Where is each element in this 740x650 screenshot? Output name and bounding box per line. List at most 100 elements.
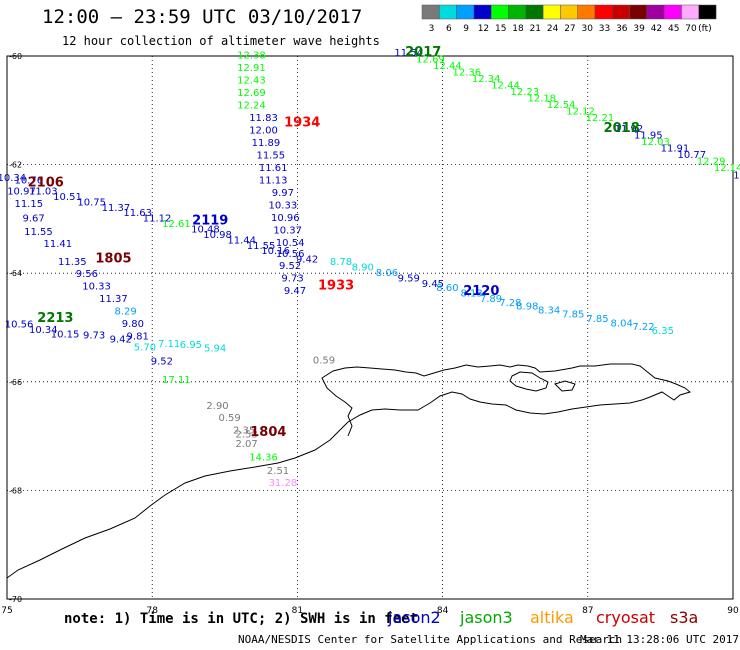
wave-height-value: 8.29 <box>114 306 136 317</box>
legend-swatch <box>439 4 457 20</box>
wave-height-value: 12.44 <box>491 81 520 92</box>
wave-height-value: 12.21 <box>586 113 615 124</box>
wave-height-value: 10.96 <box>271 213 300 224</box>
wave-height-value: 11.89 <box>252 138 281 149</box>
wave-height-value: 9.45 <box>422 279 444 290</box>
lon-tick-label: 75 <box>1 606 12 616</box>
legend-label: 42 <box>651 24 662 34</box>
wave-height-value: 10.15 <box>51 329 80 340</box>
legend-swatch <box>594 4 613 20</box>
lat-tick-label: -60 <box>9 52 22 61</box>
legend-swatch <box>421 4 440 20</box>
lon-tick-label: 78 <box>146 606 158 616</box>
wave-height-value: 8.06 <box>376 268 398 279</box>
track-time-label: 1804 <box>250 425 286 440</box>
legend-label: 18 <box>512 24 524 34</box>
wave-height-value: 9.42 <box>110 335 132 346</box>
wave-height-value: 12.23 <box>511 87 540 98</box>
wave-height-value: 10.34 <box>0 173 26 184</box>
footer-credit: NOAA/NESDIS Center for Satellite Applica… <box>238 633 623 646</box>
wave-height-value: 12.38 <box>237 51 266 62</box>
legend-swatch <box>490 4 509 20</box>
map-frame <box>6 55 734 600</box>
legend-swatch <box>577 4 596 20</box>
wave-height-value: 11.92 <box>615 124 644 135</box>
wave-height-value: 2.07 <box>235 439 257 450</box>
track-time-label: 2119 <box>192 213 228 228</box>
wave-height-value: 11.91 <box>661 144 690 155</box>
wave-height-value: 12.14 <box>714 163 740 174</box>
wave-height-value: 0.59 <box>219 413 241 424</box>
wave-height-value: 10.75 <box>77 197 106 208</box>
wave-height-value: 11.61 <box>259 163 288 174</box>
wave-height-value: 9.47 <box>284 286 306 297</box>
wave-height-value: 8.60 <box>436 283 458 294</box>
wave-height-value: 9.52 <box>279 261 301 272</box>
legend-swatch <box>698 4 717 20</box>
legend-label: 39 <box>633 24 645 34</box>
track-time-label: 1934 <box>284 116 320 131</box>
legend-label: 30 <box>581 24 593 34</box>
wave-height-value: 9.80 <box>122 319 144 330</box>
lat-tick-label: -70 <box>9 595 22 604</box>
wave-height-value: 7.85 <box>586 314 608 325</box>
wave-height-value: 12.03 <box>641 137 670 148</box>
satellite-name: jason2 <box>388 608 441 627</box>
legend-swatch <box>542 4 561 20</box>
wave-height-value: 10.34 <box>29 325 58 336</box>
wave-height-value: 14.36 <box>249 453 278 464</box>
wave-height-value: 11.95 <box>634 131 663 142</box>
map-title: 12:00 – 23:59 UTC 03/10/2017 <box>42 6 363 28</box>
lat-tick-label: -66 <box>9 378 22 387</box>
legend-label: 3 <box>429 24 435 34</box>
wave-height-value: 12.54 <box>547 100 576 111</box>
wave-height-value: 2.35 <box>233 425 255 436</box>
legend-label: 36 <box>616 24 628 34</box>
wave-height-value: 12.29 <box>697 157 726 168</box>
wave-height-value: 11.55 <box>24 227 53 238</box>
legend-label: 6 <box>446 24 452 34</box>
wave-height-value: 10.33 <box>269 201 298 212</box>
wave-height-value: 12.24 <box>237 101 266 112</box>
wave-height-value: 11.13 <box>259 176 288 187</box>
island-outline-east <box>554 380 576 392</box>
legend-swatch <box>681 4 700 20</box>
track-time-label: 2018 <box>604 121 640 136</box>
wave-height-value: 10.51 <box>53 192 82 203</box>
wave-height-value: 7.89 <box>480 294 502 305</box>
wave-height-value: 8.98 <box>516 302 538 313</box>
wave-height-value: 10.76 <box>14 176 43 187</box>
wave-height-value: 11.54 <box>394 48 423 59</box>
wave-height-value: 2.90 <box>206 401 228 412</box>
legend-swatch <box>473 4 492 20</box>
legend-swatch <box>612 4 630 20</box>
legend-label: 33 <box>599 24 610 34</box>
legend-swatch <box>663 4 682 20</box>
wave-height-value: 10.56 <box>5 320 34 331</box>
legend-swatch <box>646 4 665 20</box>
legend-swatch <box>629 4 648 20</box>
legend-label: 9 <box>463 24 469 34</box>
wave-height-value: 0.59 <box>313 355 335 366</box>
wave-height-value: 11.83 <box>249 113 278 124</box>
track-time-label: 1933 <box>318 278 354 293</box>
legend-label: 45 <box>668 24 679 34</box>
wave-height-value: 11.55 <box>256 151 285 162</box>
wave-height-value: 6.95 <box>180 340 202 351</box>
wave-height-value: 5.70 <box>134 342 156 353</box>
lon-tick-label: 84 <box>437 606 449 616</box>
wave-height-value: 11.37 <box>99 294 128 305</box>
track-time-label: 2106 <box>28 175 64 190</box>
legend-label: 12 <box>478 24 489 34</box>
track-time-label: 2017 <box>405 45 441 60</box>
track-time-label: 2213 <box>37 311 73 326</box>
lat-tick-label: -68 <box>9 486 22 495</box>
wave-height-value: 8.90 <box>352 262 374 273</box>
track-time-label: 2120 <box>463 284 499 299</box>
wave-height-value: 11.44 <box>227 235 256 246</box>
wave-height-value: 7.28 <box>499 298 521 309</box>
wave-height-value: 9.42 <box>296 254 318 265</box>
wave-height-value: 10.77 <box>678 150 707 161</box>
lon-tick-label: 87 <box>582 606 593 616</box>
satellite-name: jason3 <box>460 608 513 627</box>
